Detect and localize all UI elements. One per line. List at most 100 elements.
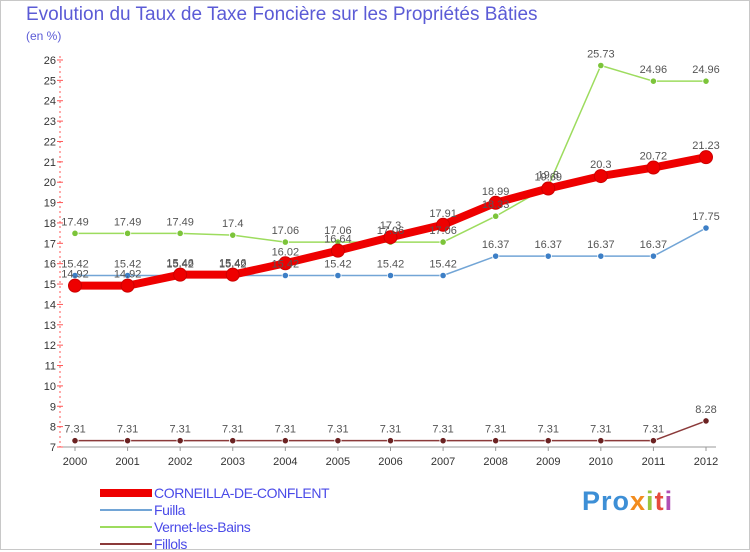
data-label: 18.99 xyxy=(482,186,510,198)
data-point xyxy=(123,229,132,237)
x-tick-label: 2001 xyxy=(115,456,139,468)
unit-label: (en %) xyxy=(26,29,62,43)
x-tick-label: 2005 xyxy=(326,456,350,468)
data-point xyxy=(439,437,447,445)
data-point xyxy=(229,231,237,239)
y-tick-label: 24 xyxy=(44,96,56,108)
data-point xyxy=(597,437,605,445)
data-point xyxy=(386,437,395,445)
data-label: 17.06 xyxy=(272,225,300,237)
data-point xyxy=(544,437,552,445)
x-tick-label: 2003 xyxy=(221,456,245,468)
brand-part: i xyxy=(646,486,655,516)
legend-label: Fillols xyxy=(154,535,187,552)
data-point xyxy=(439,238,447,246)
y-tick-label: 17 xyxy=(44,238,56,250)
data-point xyxy=(439,271,447,280)
y-tick-label: 9 xyxy=(50,401,56,413)
y-tick-label: 21 xyxy=(44,157,56,169)
data-point xyxy=(544,252,552,260)
data-label: 17.91 xyxy=(429,208,457,220)
legend-item: Fuilla xyxy=(100,501,329,518)
data-point xyxy=(330,243,345,258)
legend-swatch xyxy=(100,525,152,528)
data-point xyxy=(649,77,658,85)
data-label: 14.92 xyxy=(61,269,89,281)
data-point xyxy=(702,417,710,425)
brand-part: Pro xyxy=(582,486,631,516)
data-point xyxy=(68,278,82,293)
data-point xyxy=(334,437,342,445)
data-point xyxy=(597,252,605,260)
data-point xyxy=(702,224,710,232)
data-label: 19.8 xyxy=(538,169,559,181)
data-label: 24.96 xyxy=(640,64,668,76)
data-point xyxy=(71,229,79,237)
y-tick-label: 16 xyxy=(44,259,56,271)
data-label: 20.3 xyxy=(590,159,611,171)
y-tick-label: 8 xyxy=(50,422,56,434)
y-tick-label: 19 xyxy=(44,198,56,210)
x-tick-label: 2011 xyxy=(642,456,666,468)
data-point xyxy=(334,271,342,280)
data-point xyxy=(281,238,289,246)
y-tick-label: 23 xyxy=(44,116,56,128)
y-tick-label: 15 xyxy=(44,279,56,291)
data-point xyxy=(597,61,605,70)
data-point xyxy=(71,437,79,445)
data-label: 16.02 xyxy=(272,246,300,258)
x-tick-label: 2006 xyxy=(378,456,402,468)
data-label: 7.31 xyxy=(275,424,296,436)
data-label: 17.75 xyxy=(692,211,720,223)
data-label: 14.92 xyxy=(114,269,142,281)
y-tick-label: 12 xyxy=(44,340,56,352)
y-tick-label: 11 xyxy=(45,361,56,373)
data-label: 7.31 xyxy=(222,424,243,436)
y-tick-label: 14 xyxy=(44,299,56,311)
y-tick-label: 18 xyxy=(44,218,56,230)
x-tick-label: 2008 xyxy=(483,456,507,468)
data-label: 17.49 xyxy=(114,216,142,228)
data-label: 15.42 xyxy=(219,258,247,270)
x-tick-label: 2012 xyxy=(694,456,718,468)
legend: CORNEILLA-DE-CONFLENT Fuilla Vernet-les-Ba… xyxy=(100,484,330,552)
data-point xyxy=(281,271,289,280)
data-point xyxy=(646,160,661,175)
data-point xyxy=(488,195,503,210)
data-label: 7.31 xyxy=(485,424,506,436)
legend-item: Vernet-les-Bains xyxy=(100,518,329,535)
x-tick-label: 2010 xyxy=(589,456,613,468)
data-label: 7.31 xyxy=(327,424,348,436)
legend-label: Vernet-les-Bains xyxy=(154,518,251,535)
y-tick-label: 13 xyxy=(44,320,56,332)
data-point xyxy=(225,267,240,282)
x-tick-label: 2004 xyxy=(273,456,297,468)
y-tick-label: 25 xyxy=(44,75,56,87)
data-label: 17.06 xyxy=(324,225,352,237)
data-label: 15.46 xyxy=(166,258,194,270)
legend-item: Fillols xyxy=(100,535,329,552)
data-point xyxy=(699,150,713,165)
x-tick-label: 2009 xyxy=(536,456,560,468)
legend-swatch xyxy=(100,488,152,497)
data-label: 15.42 xyxy=(166,258,194,270)
data-label: 16.37 xyxy=(482,239,510,251)
y-tick-label: 26 xyxy=(44,55,56,67)
data-label: 16.37 xyxy=(587,239,615,251)
x-tick-label: 2002 xyxy=(168,456,192,468)
y-tick-label: 10 xyxy=(44,381,56,393)
data-label: 17.4 xyxy=(222,218,243,230)
x-tick-label: 2000 xyxy=(63,456,87,468)
data-point xyxy=(123,437,132,445)
legend-swatch xyxy=(100,508,152,511)
data-label: 15.42 xyxy=(272,258,300,270)
data-label: 17.06 xyxy=(429,225,457,237)
data-label: 7.31 xyxy=(169,424,190,436)
data-label: 16.64 xyxy=(324,234,352,246)
brand-part: x xyxy=(630,486,647,516)
data-label: 7.31 xyxy=(432,424,453,436)
brand-part: t xyxy=(654,486,665,516)
data-label: 15.42 xyxy=(324,258,352,270)
data-label: 7.31 xyxy=(643,424,664,436)
